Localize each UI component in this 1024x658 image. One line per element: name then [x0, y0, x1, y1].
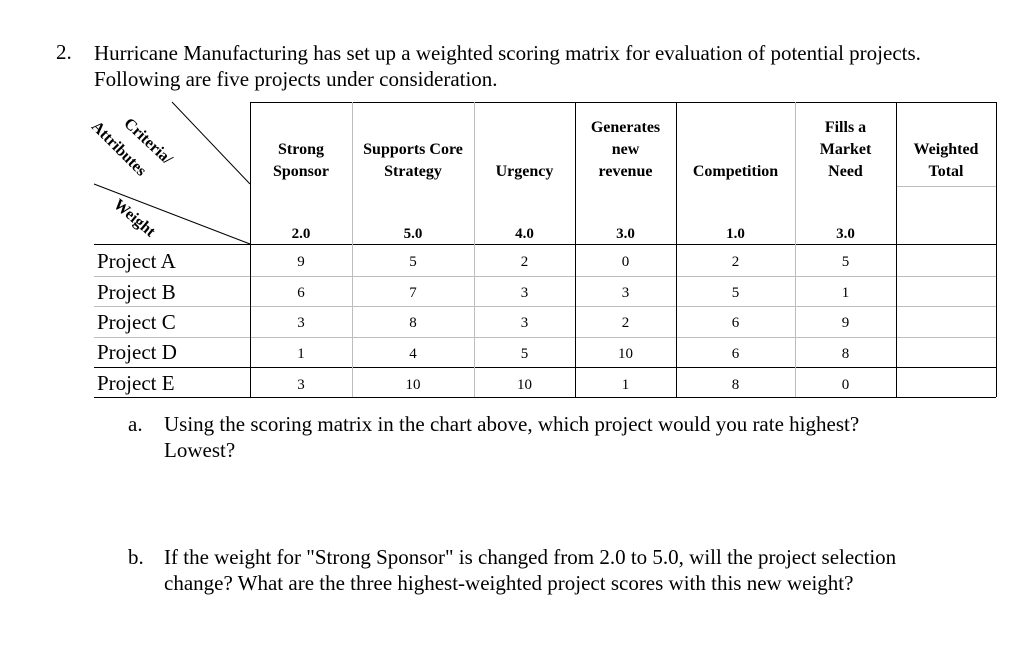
table-right-border — [996, 102, 997, 397]
subquestion-marker: b. — [128, 545, 144, 569]
weight-value: 2.0 — [291, 226, 311, 242]
column-header-line — [352, 117, 474, 139]
column-header: Urgency — [474, 117, 575, 183]
column-header: Fills a Market Need — [795, 117, 896, 183]
score-cell: 3 — [520, 315, 529, 331]
score-cell: 6 — [297, 285, 305, 301]
weight-value: 5.0 — [403, 226, 423, 242]
column-header-line: Fills a — [824, 119, 867, 136]
project-name: Project D — [97, 340, 177, 364]
column-header-line: Strategy — [384, 163, 442, 180]
column-header: Generates new revenue — [575, 117, 676, 183]
score-cell: 10 — [618, 346, 633, 362]
score-cell: 5 — [520, 346, 529, 362]
column-header-line: Urgency — [495, 163, 554, 180]
project-name: Project C — [97, 310, 176, 334]
column-header: Competition — [676, 117, 795, 183]
column-header-line — [474, 117, 575, 139]
score-cell: 3 — [297, 377, 305, 393]
column-divider — [352, 102, 353, 397]
column-header-line — [250, 117, 352, 139]
column-divider — [575, 102, 576, 397]
column-header-line — [474, 139, 575, 161]
column-header-line: Need — [828, 163, 863, 180]
column-header-line: Generates — [590, 119, 661, 136]
column-divider — [474, 102, 475, 397]
row-divider — [94, 276, 996, 277]
score-cell: 7 — [409, 285, 417, 301]
score-cell: 3 — [297, 315, 305, 331]
score-cell: 2 — [731, 254, 740, 270]
score-cell: 3 — [520, 285, 529, 301]
column-header-line: Competition — [692, 163, 779, 180]
score-cell: 5 — [409, 254, 417, 270]
subquestion-text: If the weight for "Strong Sponsor" is ch… — [164, 545, 897, 595]
column-header-line: Market — [819, 141, 872, 158]
score-cell: 6 — [731, 315, 740, 331]
column-divider — [250, 102, 251, 397]
score-cell: 3 — [621, 285, 630, 301]
weight-value: 3.0 — [836, 226, 855, 242]
column-divider — [795, 102, 796, 397]
table-bottom-border — [94, 397, 996, 398]
score-cell: 5 — [731, 285, 740, 301]
score-cell: 9 — [297, 254, 305, 270]
weight-value: 3.0 — [616, 226, 635, 242]
score-cell: 8 — [731, 377, 740, 393]
column-divider — [896, 102, 897, 397]
header-bottom-border — [94, 244, 996, 245]
column-header-line: Weighted — [913, 141, 979, 158]
project-name: Project B — [97, 280, 176, 304]
project-name: Project E — [97, 371, 175, 395]
table-top-border — [250, 102, 996, 103]
score-cell: 8 — [409, 315, 417, 331]
weight-value: 4.0 — [515, 226, 534, 242]
weight-label: Weight — [110, 196, 159, 241]
column-header-line — [676, 139, 795, 161]
column-header-line: Total — [928, 163, 964, 180]
score-cell: 0 — [841, 377, 850, 393]
score-cell: 6 — [731, 346, 740, 362]
score-cell: 0 — [621, 254, 630, 270]
corner-diagonal — [93, 183, 251, 245]
corner-diagonal — [171, 101, 251, 185]
score-cell: 1 — [841, 285, 850, 301]
row-divider — [94, 306, 996, 307]
score-cell: 8 — [841, 346, 850, 362]
attributes-label: Attributes — [87, 118, 150, 180]
subquestion-text: Using the scoring matrix in the chart ab… — [164, 412, 860, 462]
question-text: Hurricane Manufacturing has set up a wei… — [94, 41, 921, 91]
column-header-line: Sponsor — [272, 163, 330, 180]
score-cell: 9 — [841, 315, 850, 331]
score-cell: 2 — [520, 254, 529, 270]
total-header-divider — [896, 186, 996, 187]
score-cell: 2 — [621, 315, 630, 331]
score-cell: 4 — [409, 346, 417, 362]
score-cell: 1 — [621, 377, 630, 393]
column-header-line: revenue — [598, 163, 653, 180]
score-cell: 10 — [517, 377, 532, 393]
score-cell: 5 — [841, 254, 850, 270]
weighted-total-header: Weighted Total — [896, 139, 996, 183]
column-header-line: Strong — [278, 141, 324, 158]
column-header: Strong Sponsor — [250, 117, 352, 183]
column-header: Supports Core Strategy — [352, 117, 474, 183]
weight-value: 1.0 — [726, 226, 745, 242]
criteria-label: Criteria/ — [120, 115, 176, 169]
row-divider — [94, 337, 996, 338]
column-divider — [676, 102, 677, 397]
question-number: 2. — [56, 40, 72, 64]
score-cell: 10 — [405, 377, 421, 393]
subquestion-marker: a. — [128, 412, 143, 436]
row-divider — [94, 367, 996, 368]
column-header-line: Supports Core — [363, 141, 463, 158]
column-header-line: new — [611, 141, 640, 158]
score-cell: 1 — [297, 346, 305, 362]
column-header-line — [676, 117, 795, 139]
project-name: Project A — [97, 249, 176, 273]
